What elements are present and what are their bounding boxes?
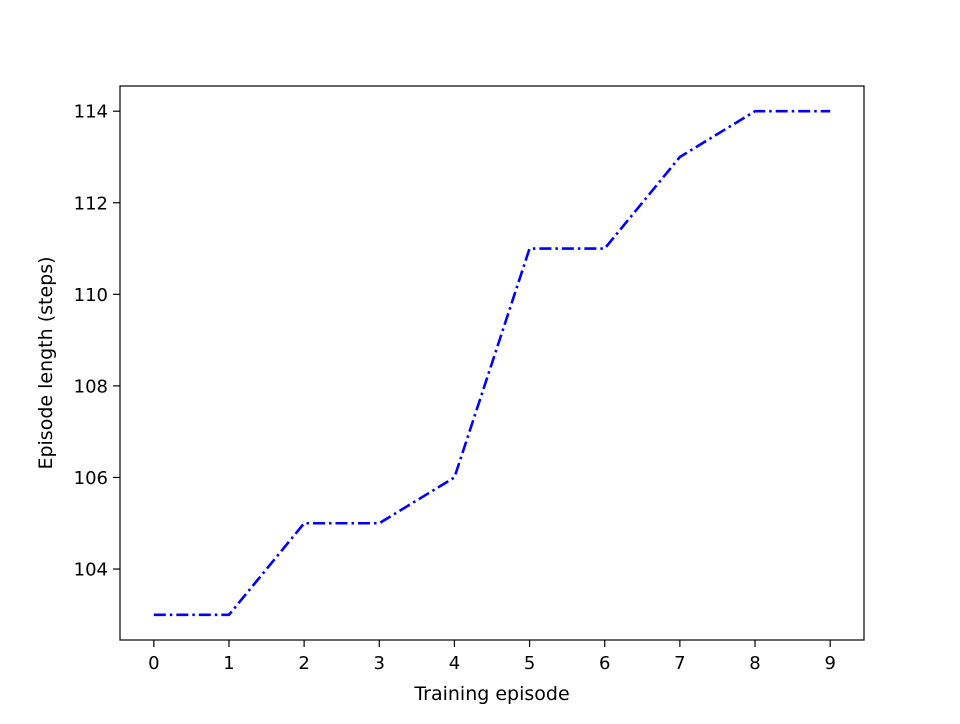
x-tick-label: 6 — [599, 653, 610, 674]
y-tick-label: 104 — [74, 560, 108, 581]
x-tick-label: 0 — [148, 653, 159, 674]
x-axis-label: Training episode — [413, 683, 569, 705]
x-tick-label: 3 — [374, 653, 385, 674]
y-tick-label: 106 — [74, 468, 108, 489]
x-tick-label: 4 — [449, 653, 460, 674]
y-tick-label: 114 — [74, 102, 108, 123]
x-tick-label: 8 — [749, 653, 760, 674]
x-tick-label: 5 — [524, 653, 535, 674]
x-tick-label: 7 — [674, 653, 685, 674]
x-tick-label: 9 — [824, 653, 835, 674]
x-tick-label: 2 — [298, 653, 309, 674]
y-axis-label: Episode length (steps) — [35, 256, 57, 469]
y-tick-label: 112 — [74, 193, 108, 214]
y-tick-label: 108 — [74, 376, 108, 397]
x-tick-label: 1 — [223, 653, 234, 674]
y-tick-label: 110 — [74, 285, 108, 306]
